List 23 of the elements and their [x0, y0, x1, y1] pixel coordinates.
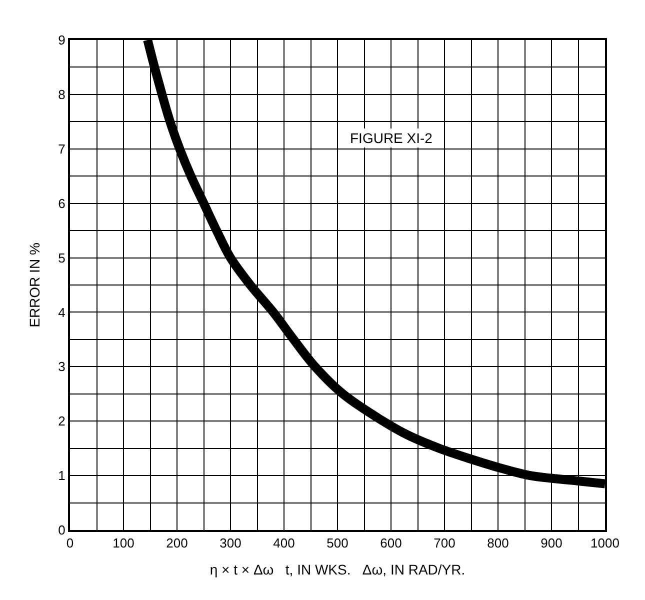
- y-tick-label: 0: [58, 522, 66, 538]
- y-tick-label: 1: [58, 468, 66, 484]
- x-tick-label: 600: [380, 536, 402, 551]
- x-tick-label: 700: [434, 536, 456, 551]
- x-tick-label: 200: [166, 536, 188, 551]
- y-tick-label: 6: [58, 196, 66, 211]
- y-tick-label: 2: [58, 414, 66, 429]
- x-tick-label: 1000: [590, 536, 620, 551]
- y-tick-label: 8: [58, 86, 66, 102]
- y-tick-label: 7: [58, 141, 66, 156]
- annotation: FIGURE XI-2: [350, 130, 433, 146]
- y-tick-label: 4: [58, 304, 66, 320]
- x-tick-label: 900: [540, 536, 562, 551]
- x-tick-label: 400: [273, 536, 295, 551]
- x-axis-title: η × t × Δω t, IN WKS. Δω, IN RAD/YR.: [210, 561, 466, 578]
- y-axis-title: ERROR IN %: [26, 242, 42, 328]
- y-tick-label: 5: [58, 250, 66, 266]
- x-tick-label: 300: [220, 536, 242, 551]
- x-tick-label: 800: [487, 536, 509, 551]
- y-tick-label: 3: [58, 359, 66, 374]
- x-tick-label: 500: [326, 536, 348, 551]
- y-tick-label: 9: [58, 32, 66, 48]
- x-tick-label: 100: [112, 536, 134, 551]
